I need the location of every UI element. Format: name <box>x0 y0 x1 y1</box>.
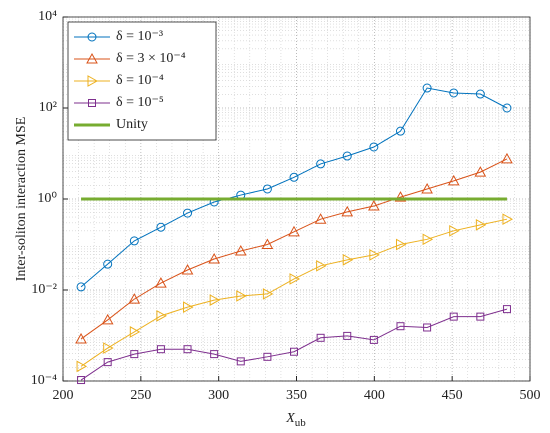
x-axis-label-main: X <box>285 411 295 426</box>
x-tick-label: 350 <box>286 388 307 403</box>
x-axis-label: Xub <box>285 411 306 428</box>
marker <box>396 322 405 331</box>
marker <box>183 301 194 313</box>
series-line <box>80 87 508 288</box>
marker <box>316 159 326 169</box>
marker <box>502 103 512 113</box>
marker <box>502 213 513 226</box>
marker <box>475 219 487 231</box>
legend-marker <box>86 52 98 64</box>
marker <box>289 172 299 182</box>
marker <box>501 152 513 164</box>
marker <box>422 83 432 93</box>
y-tick-label: 10⁰ <box>37 191 57 206</box>
marker <box>128 293 141 304</box>
marker <box>449 312 458 321</box>
marker <box>447 174 460 186</box>
marker <box>76 360 88 373</box>
marker <box>208 252 221 264</box>
legend-label: δ = 10⁻⁵ <box>116 95 164 110</box>
marker <box>314 213 327 224</box>
marker <box>449 224 460 237</box>
marker <box>290 347 299 356</box>
marker <box>262 288 274 300</box>
marker <box>394 191 407 202</box>
marker <box>210 350 219 359</box>
marker <box>288 225 300 237</box>
marker <box>474 166 487 177</box>
y-tick-label: 10² <box>39 100 57 115</box>
marker <box>342 253 354 266</box>
marker <box>234 244 247 256</box>
marker <box>476 312 485 321</box>
marker <box>77 376 86 385</box>
marker <box>156 310 167 322</box>
marker <box>502 305 511 314</box>
marker <box>343 331 352 340</box>
legend-marker <box>87 32 97 42</box>
y-tick-label: 10⁴ <box>38 9 57 24</box>
y-axis-label: Inter-soliton interaction MSE <box>14 117 29 282</box>
marker <box>129 236 139 246</box>
marker <box>369 249 380 261</box>
marker <box>475 89 485 99</box>
series-line <box>80 158 508 340</box>
plot-frame <box>62 16 531 382</box>
x-tick-label: 200 <box>53 388 74 403</box>
marker <box>262 184 272 194</box>
marker <box>316 333 325 342</box>
marker <box>209 294 221 306</box>
marker <box>449 88 459 98</box>
marker <box>101 313 114 325</box>
marker <box>75 332 87 344</box>
marker <box>183 208 193 218</box>
y-tick-label: 10⁻² <box>31 282 57 297</box>
marker <box>423 323 432 332</box>
marker <box>130 350 139 359</box>
marker <box>236 290 247 302</box>
marker <box>341 205 354 217</box>
marker <box>156 345 165 354</box>
marker <box>395 126 405 136</box>
x-tick-label: 250 <box>130 388 151 403</box>
x-tick-label: 400 <box>364 388 385 403</box>
marker <box>103 358 112 367</box>
marker <box>263 352 272 361</box>
marker <box>368 200 380 211</box>
marker <box>289 273 301 285</box>
legend-label: δ = 10⁻⁴ <box>116 73 164 88</box>
series-line <box>80 218 508 367</box>
marker <box>181 263 194 275</box>
marker <box>421 182 433 194</box>
marker <box>103 259 113 269</box>
x-tick-label: 450 <box>442 388 463 403</box>
legend-marker <box>87 75 99 87</box>
x-tick-label: 500 <box>520 388 541 403</box>
x-tick-label: 300 <box>208 388 229 403</box>
legend-label: δ = 10⁻³ <box>116 29 163 44</box>
marker <box>129 326 141 338</box>
x-axis-label-sub: ub <box>295 417 307 429</box>
legend-label: δ = 3 × 10⁻⁴ <box>116 51 186 66</box>
series-line <box>80 308 508 381</box>
marker <box>183 345 192 354</box>
marker <box>103 342 114 354</box>
marker <box>261 238 274 249</box>
marker <box>369 142 379 152</box>
marker <box>76 282 86 292</box>
marker <box>155 277 167 288</box>
marker <box>395 238 407 251</box>
marker <box>316 259 327 272</box>
marker <box>369 335 378 344</box>
marker <box>422 233 434 246</box>
legend-marker <box>88 99 96 107</box>
marker <box>342 151 352 161</box>
legend-label: Unity <box>116 117 148 132</box>
marker <box>156 222 166 232</box>
marker <box>236 357 245 366</box>
y-tick-label: 10⁻⁴ <box>31 373 57 388</box>
